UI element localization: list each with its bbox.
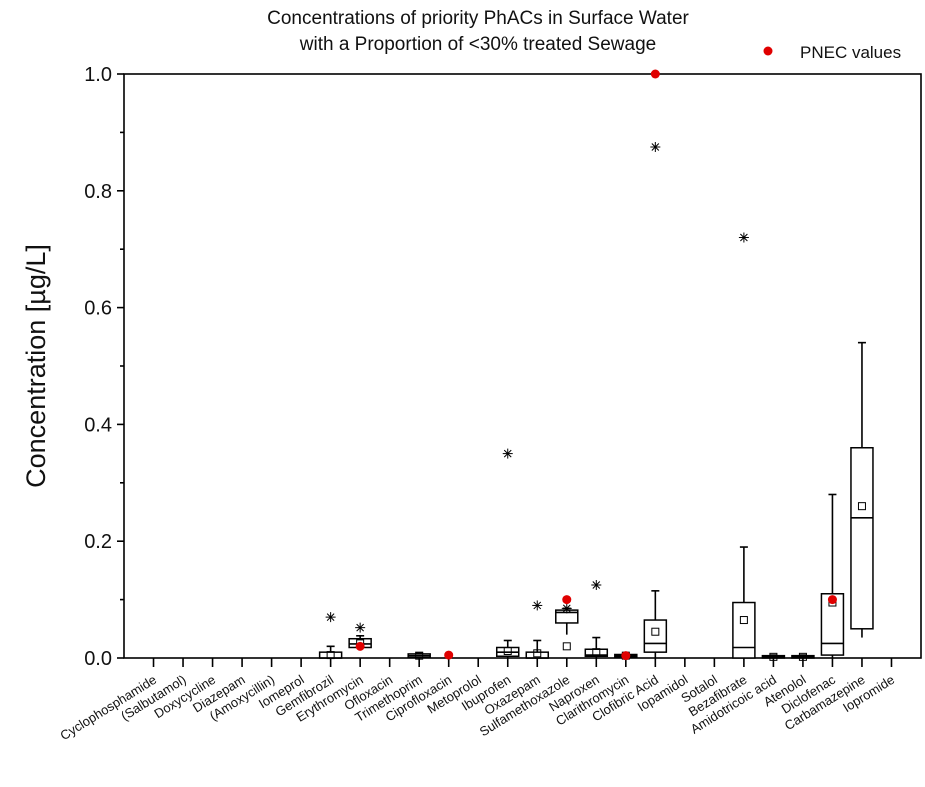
box-iqr — [584, 648, 609, 657]
y-tick-label: 0.0 — [84, 648, 112, 670]
box-mean-marker — [857, 502, 866, 511]
chart-title-line-1: Concentrations of priority PhACs in Surf… — [267, 8, 689, 29]
outlier-stroke — [562, 604, 571, 613]
category-labels-layer: Cyclophosphamide(Salbutamol)DoxycyclineD… — [57, 672, 897, 744]
box-mean-marker — [326, 651, 335, 660]
pnec-point — [621, 651, 631, 661]
outlier-marker — [738, 232, 749, 243]
chart-title-line-2: with a Proportion of <30% treated Sewage — [299, 34, 656, 55]
legend-label: PNEC values — [800, 43, 901, 62]
box-mean-marker — [739, 616, 748, 625]
y-axis-label: Concentration [µg/L] — [21, 244, 51, 488]
box-iqr — [318, 651, 343, 659]
outlier-stroke — [533, 601, 542, 610]
y-tick-label: 0.4 — [84, 414, 112, 436]
outlier-marker — [502, 448, 513, 459]
y-tick-label: 0.6 — [84, 298, 112, 320]
box-group — [407, 651, 431, 660]
outlier-marker — [561, 603, 572, 614]
box-mean-marker — [533, 649, 542, 658]
box-mean-marker — [592, 648, 601, 657]
box-mean-marker — [769, 652, 778, 661]
y-tick-label: 0.2 — [84, 531, 112, 553]
box-group — [850, 341, 874, 638]
box-mean-marker — [415, 651, 424, 660]
pnec-layer — [355, 69, 837, 661]
box-group — [761, 652, 786, 661]
pnec-point — [827, 595, 837, 605]
box-iqr — [850, 447, 874, 630]
box-group — [732, 232, 756, 659]
legend-marker — [763, 46, 773, 56]
pnec-point — [355, 641, 365, 651]
box-mean-marker — [798, 652, 807, 661]
outlier-stroke — [356, 623, 365, 632]
y-tick-label: 1.0 — [84, 64, 112, 86]
pnec-point — [562, 595, 572, 605]
box-group — [555, 603, 579, 651]
outlier-stroke — [592, 581, 601, 589]
box-group — [643, 142, 668, 658]
box-group — [318, 612, 343, 660]
box-group — [495, 448, 520, 658]
box-group — [525, 600, 550, 659]
outlier-stroke — [740, 233, 748, 242]
outlier-marker — [355, 622, 366, 633]
plot-frame — [123, 73, 922, 659]
box-mean-marker — [503, 646, 512, 655]
outlier-marker — [532, 600, 543, 611]
outlier-stroke — [651, 143, 660, 151]
box-group — [791, 652, 815, 661]
legend: PNEC values — [763, 43, 901, 62]
y-tick-label: 0.8 — [84, 181, 112, 203]
axes-layer — [123, 73, 922, 659]
outlier-stroke — [326, 613, 335, 621]
box-group — [820, 493, 845, 658]
box-iqr — [820, 593, 845, 656]
outlier-marker — [325, 612, 336, 623]
outlier-marker — [650, 142, 661, 152]
box-group — [584, 580, 609, 658]
box-iqr — [643, 619, 668, 653]
pnec-point — [650, 69, 660, 79]
boxes-layer — [318, 142, 874, 661]
box-iqr — [732, 601, 756, 659]
box-mean-marker — [562, 642, 571, 651]
ticks-layer: 0.0 0.2 0.4 0.6 0.8 1.0 — [84, 64, 893, 670]
pnec-point — [444, 650, 454, 660]
box-mean-marker — [651, 627, 660, 636]
outlier-marker — [591, 580, 602, 590]
outlier-stroke — [503, 449, 512, 458]
